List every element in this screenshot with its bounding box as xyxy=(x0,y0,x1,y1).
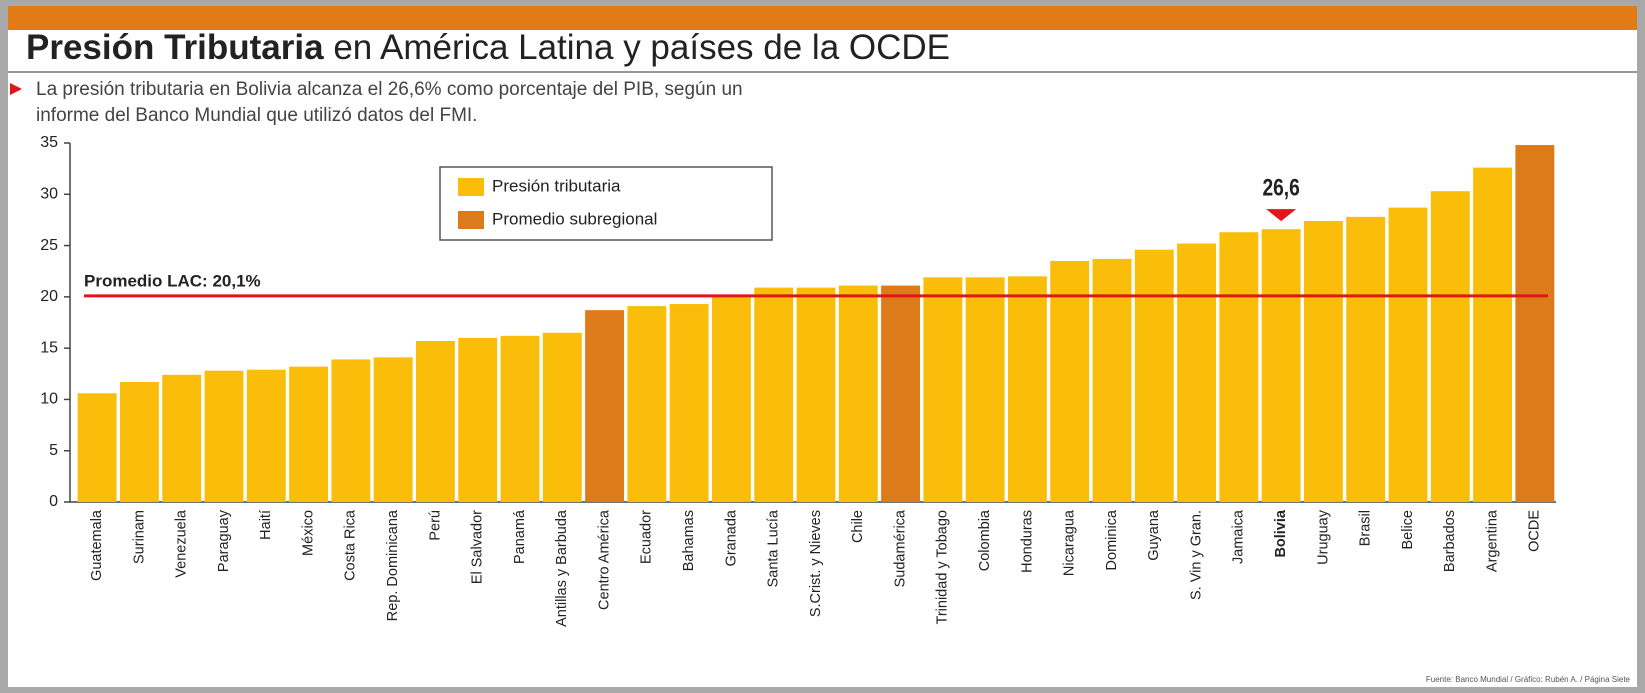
bar xyxy=(1092,258,1132,502)
x-tick-label: Perú xyxy=(427,510,443,541)
source: Fuente: Banco Mundial / Gráfico: Rubén A… xyxy=(1426,675,1631,684)
legend-swatch xyxy=(458,178,484,196)
y-tick-label: 5 xyxy=(49,442,58,459)
x-tick-label: Trinidad y Tobago xyxy=(935,510,951,624)
x-tick-label: S.Crist. y Nieves xyxy=(808,510,824,617)
y-tick-label: 35 xyxy=(40,134,58,151)
x-tick-label: Bolivia xyxy=(1273,509,1289,557)
y-tick-label: 25 xyxy=(40,237,58,254)
reference-label: Promedio LAC: 20,1% xyxy=(84,271,261,290)
x-tick-label: Santa Lucía xyxy=(766,509,782,587)
bar xyxy=(289,366,329,502)
bar xyxy=(1134,249,1174,502)
x-tick-label: Guyana xyxy=(1146,509,1162,561)
bar xyxy=(754,287,794,502)
y-tick-label: 15 xyxy=(40,339,58,356)
bar xyxy=(162,374,202,502)
y-tick-label: 20 xyxy=(40,288,58,305)
bar xyxy=(669,304,709,502)
x-tick-label: Brasil xyxy=(1358,510,1374,546)
bullet xyxy=(10,83,22,95)
bar xyxy=(1261,229,1301,502)
x-tick-label: Uruguay xyxy=(1315,509,1331,565)
annotation-arrow xyxy=(1266,209,1297,222)
bar xyxy=(542,332,582,502)
x-tick-label: Costa Rica xyxy=(343,509,359,581)
bar xyxy=(500,335,540,502)
bar xyxy=(923,277,963,502)
title-rest: en América Latina y países de la OCDE xyxy=(324,28,950,67)
x-tick-label: Colombia xyxy=(977,509,993,571)
bar xyxy=(1050,260,1090,502)
x-tick-label: Surinam xyxy=(131,510,147,564)
bar xyxy=(585,310,625,502)
x-tick-label: Argentina xyxy=(1484,509,1500,572)
x-tick-label: Granada xyxy=(723,509,739,566)
x-tick-label: Rep. Dominicana xyxy=(385,509,401,621)
bar xyxy=(1346,216,1386,502)
x-tick-label: Centro América xyxy=(596,509,612,610)
x-tick-label: S. Vin y Gran. xyxy=(1188,510,1204,600)
bar xyxy=(77,393,117,502)
x-tick-label: Belice xyxy=(1400,510,1416,550)
bar xyxy=(881,285,921,502)
bar xyxy=(1515,145,1555,502)
x-tick-label: Haití xyxy=(258,510,274,540)
x-tick-label: Ecuador xyxy=(639,510,655,564)
chart-title: Presión Tributaria en América Latina y p… xyxy=(26,28,950,67)
bar xyxy=(1177,243,1217,502)
legend-box xyxy=(439,166,773,241)
subtitle: informe del Banco Mundial que utilizó da… xyxy=(36,105,477,126)
value-label: 26,6 xyxy=(1262,173,1299,201)
bar xyxy=(331,359,371,502)
y-tick-label: 30 xyxy=(40,186,58,203)
subtitle: La presión tributaria en Bolivia alcanza… xyxy=(36,79,743,100)
legend-swatch xyxy=(458,211,484,229)
y-tick-label: 0 xyxy=(49,493,58,510)
x-tick-label: Chile xyxy=(850,510,866,543)
x-tick-label: Nicaragua xyxy=(1062,509,1078,576)
y-tick-label: 10 xyxy=(40,391,58,408)
bar xyxy=(246,369,286,502)
x-tick-label: El Salvador xyxy=(470,510,486,584)
bar xyxy=(1303,220,1343,502)
top-band xyxy=(8,6,1637,30)
bar xyxy=(1473,167,1513,503)
bar xyxy=(415,340,455,502)
x-tick-label: OCDE xyxy=(1527,510,1543,552)
bar xyxy=(796,287,836,502)
title-bold: Presión Tributaria xyxy=(26,28,324,67)
bar xyxy=(1007,276,1047,502)
x-tick-label: Dominica xyxy=(1104,509,1120,570)
bar xyxy=(373,357,413,502)
bar xyxy=(1388,207,1428,502)
bar xyxy=(1430,191,1470,503)
bar xyxy=(1219,232,1259,503)
legend-label: Promedio subregional xyxy=(492,209,657,228)
x-tick-label: Honduras xyxy=(1019,510,1035,573)
x-tick-label: Barbados xyxy=(1442,510,1458,572)
bar xyxy=(204,370,244,502)
x-tick-label: Paraguay xyxy=(216,509,232,572)
bar xyxy=(965,277,1005,502)
x-tick-label: Guatemala xyxy=(89,509,105,581)
x-tick-label: Jamaica xyxy=(1231,509,1247,564)
bar xyxy=(711,295,751,502)
x-tick-label: México xyxy=(300,510,316,556)
bar xyxy=(838,285,878,502)
x-tick-label: Panamá xyxy=(512,509,528,564)
bar xyxy=(627,306,667,502)
bar xyxy=(458,337,498,502)
bar xyxy=(119,381,159,502)
x-tick-label: Antillas y Barbuda xyxy=(554,509,570,627)
legend-label: Presión tributaria xyxy=(492,176,621,195)
x-tick-label: Venezuela xyxy=(174,509,190,578)
x-tick-label: Sudamérica xyxy=(892,509,908,587)
x-tick-label: Bahamas xyxy=(681,510,697,571)
